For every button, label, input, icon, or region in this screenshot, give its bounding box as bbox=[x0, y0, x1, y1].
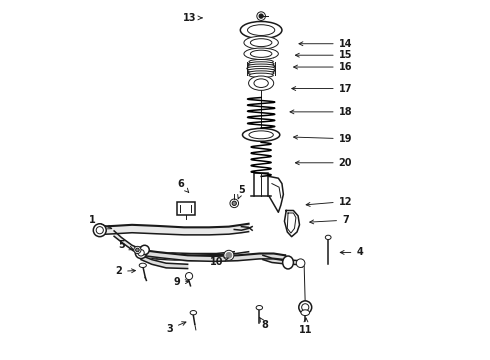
Ellipse shape bbox=[247, 25, 275, 36]
Bar bbox=[254, 173, 269, 196]
Circle shape bbox=[186, 273, 193, 280]
Ellipse shape bbox=[301, 310, 310, 316]
Text: 17: 17 bbox=[292, 84, 352, 94]
Ellipse shape bbox=[248, 71, 274, 75]
Text: 5: 5 bbox=[118, 239, 133, 250]
Circle shape bbox=[296, 259, 305, 267]
Text: 7: 7 bbox=[310, 215, 349, 225]
Circle shape bbox=[224, 250, 234, 260]
Text: 12: 12 bbox=[306, 197, 352, 207]
Text: 19: 19 bbox=[294, 134, 352, 144]
Circle shape bbox=[134, 246, 141, 253]
Ellipse shape bbox=[244, 48, 278, 59]
Text: 14: 14 bbox=[299, 39, 352, 49]
Text: 10: 10 bbox=[210, 257, 228, 267]
Ellipse shape bbox=[283, 256, 294, 269]
Circle shape bbox=[136, 248, 139, 252]
Polygon shape bbox=[263, 255, 302, 267]
Polygon shape bbox=[141, 250, 285, 261]
Ellipse shape bbox=[247, 64, 275, 68]
Ellipse shape bbox=[254, 79, 269, 87]
Ellipse shape bbox=[243, 129, 280, 141]
Ellipse shape bbox=[248, 62, 274, 66]
Polygon shape bbox=[285, 211, 299, 237]
Circle shape bbox=[299, 301, 312, 314]
Text: 5: 5 bbox=[238, 185, 245, 199]
Ellipse shape bbox=[244, 36, 278, 49]
Ellipse shape bbox=[250, 50, 272, 57]
Bar bbox=[177, 202, 195, 215]
Text: 8: 8 bbox=[260, 318, 268, 330]
Ellipse shape bbox=[190, 311, 196, 315]
Ellipse shape bbox=[249, 59, 273, 64]
Text: 4: 4 bbox=[340, 247, 363, 257]
Ellipse shape bbox=[248, 76, 274, 90]
Polygon shape bbox=[141, 255, 188, 269]
Circle shape bbox=[226, 252, 232, 258]
Text: 9: 9 bbox=[173, 277, 189, 287]
Circle shape bbox=[259, 14, 263, 18]
Ellipse shape bbox=[247, 69, 275, 73]
Ellipse shape bbox=[139, 263, 147, 267]
Text: 16: 16 bbox=[294, 62, 352, 72]
Circle shape bbox=[302, 304, 309, 311]
Polygon shape bbox=[269, 176, 283, 212]
Text: 18: 18 bbox=[290, 107, 352, 117]
Text: 15: 15 bbox=[295, 50, 352, 60]
Polygon shape bbox=[114, 231, 157, 258]
Ellipse shape bbox=[250, 39, 272, 46]
Text: 3: 3 bbox=[166, 322, 186, 334]
Text: 20: 20 bbox=[295, 158, 352, 168]
Circle shape bbox=[93, 224, 106, 237]
Circle shape bbox=[257, 12, 266, 21]
Circle shape bbox=[135, 247, 147, 258]
Ellipse shape bbox=[249, 131, 273, 139]
Polygon shape bbox=[143, 252, 248, 261]
Circle shape bbox=[140, 245, 149, 255]
Ellipse shape bbox=[247, 66, 275, 71]
Ellipse shape bbox=[256, 306, 263, 310]
Circle shape bbox=[138, 249, 144, 256]
Circle shape bbox=[96, 226, 103, 234]
Ellipse shape bbox=[240, 22, 282, 39]
Ellipse shape bbox=[325, 235, 331, 239]
Text: 1: 1 bbox=[89, 215, 112, 229]
Ellipse shape bbox=[249, 73, 273, 77]
Text: 11: 11 bbox=[299, 318, 313, 335]
Circle shape bbox=[230, 199, 239, 208]
Text: 2: 2 bbox=[115, 266, 135, 276]
Polygon shape bbox=[100, 224, 248, 235]
Text: 6: 6 bbox=[177, 179, 189, 193]
Text: 13: 13 bbox=[183, 13, 202, 23]
Circle shape bbox=[232, 201, 236, 206]
